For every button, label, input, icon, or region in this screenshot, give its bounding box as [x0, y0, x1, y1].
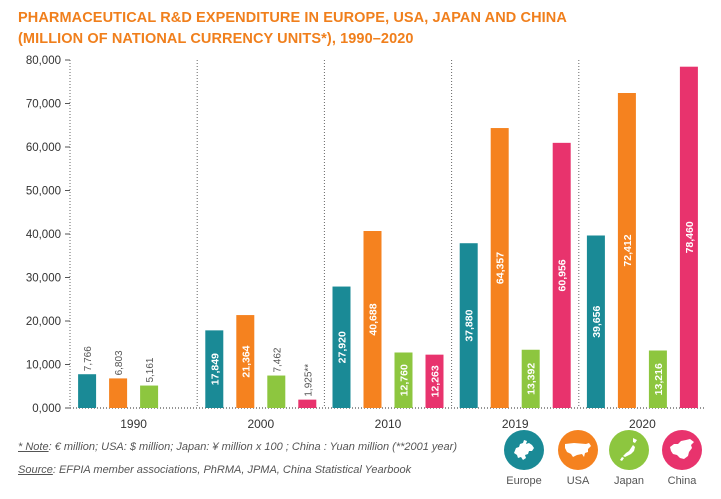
bar-data-label: 5,161: [145, 357, 156, 382]
y-tick-label: 10,000: [26, 360, 61, 372]
x-tick-label: 2020: [629, 417, 656, 430]
legend-label-usa: USA: [566, 475, 590, 487]
bar: [394, 352, 413, 408]
legend-item-usa: USA: [550, 430, 606, 487]
bar: [267, 375, 286, 408]
bar-data-label: 13,392: [526, 363, 538, 395]
source-note: Source: EFPIA member associations, PhRMA…: [18, 464, 411, 476]
source-prefix: Source: [18, 464, 53, 476]
y-tick-label: 70,000: [26, 99, 61, 111]
bar-data-label: 6,803: [114, 350, 125, 375]
legend-item-japan: Japan: [601, 430, 657, 487]
bar-data-label: 60,956: [557, 259, 569, 291]
bar-data-label: 78,460: [684, 221, 696, 253]
china-map-icon: [662, 430, 702, 470]
legend-label-japan: Japan: [614, 475, 644, 487]
y-tick-label: 30,000: [26, 273, 61, 285]
bar-data-label: 64,357: [495, 252, 507, 284]
x-tick-label: 1990: [120, 417, 147, 430]
legend-item-europe: Europe: [496, 430, 552, 487]
bar: [617, 93, 636, 408]
bar: [236, 315, 255, 408]
bar: [78, 374, 97, 408]
bar: [521, 349, 540, 408]
footnote-prefix: * Note: [18, 441, 49, 453]
chart-title-line2: (MILLION OF NATIONAL CURRENCY UNITS*), 1…: [18, 31, 414, 47]
bar-data-label: 21,364: [240, 345, 252, 377]
y-tick-label: 80,000: [26, 55, 61, 67]
bar: [298, 399, 317, 408]
bar: [140, 385, 159, 408]
bar: [648, 350, 667, 408]
footnote-text: : € million; USA: $ million; Japan: ¥ mi…: [48, 441, 457, 453]
bar-data-label: 37,880: [464, 309, 476, 341]
legend-label-china: China: [667, 475, 697, 487]
y-tick-label: 20,000: [26, 316, 61, 328]
bar: [109, 378, 128, 408]
y-tick-label: 40,000: [26, 229, 61, 241]
bar-data-label: 1,925**: [303, 364, 314, 397]
usa-map-icon: [558, 430, 598, 470]
y-tick-label: 60,000: [26, 142, 61, 154]
bar: [552, 142, 571, 408]
japan-map-icon: [609, 430, 649, 470]
y-tick-label: 50,000: [26, 186, 61, 198]
bar-data-label: 40,688: [368, 303, 380, 335]
bar: [586, 235, 605, 408]
bar: [363, 231, 382, 408]
y-tick-label: 0,000: [32, 403, 61, 415]
bar-data-label: 12,263: [430, 365, 442, 397]
x-tick-label: 2000: [247, 417, 274, 430]
bar-data-label: 27,920: [337, 331, 349, 363]
bar-data-label: 39,656: [591, 306, 603, 338]
bar-data-label: 72,412: [622, 234, 634, 266]
x-tick-label: 2019: [502, 417, 529, 430]
bar: [679, 66, 698, 408]
europe-map-icon: [504, 430, 544, 470]
legend-item-china: China: [654, 430, 710, 487]
source-text: : EFPIA member associations, PhRMA, JPMA…: [52, 464, 412, 476]
bar: [332, 286, 351, 408]
bar-data-label: 7,462: [272, 347, 283, 372]
legend-label-europe: Europe: [506, 475, 542, 487]
bar: [205, 330, 224, 408]
bar-data-label: 12,760: [399, 364, 411, 396]
bar-data-label: 7,766: [83, 346, 94, 371]
chart-title-line1: PHARMACEUTICAL R&D EXPENDITURE IN EUROPE…: [18, 10, 567, 26]
bar: [425, 354, 444, 408]
x-tick-label: 2010: [375, 417, 402, 430]
bar-data-label: 17,849: [209, 353, 221, 385]
bar: [459, 243, 478, 408]
bar-data-label: 13,216: [653, 363, 665, 395]
bar: [490, 128, 509, 408]
bar-chart: 0,000 10,000 20,000 30,000 40,000 50,000 60,00…: [26, 55, 706, 430]
footnote: * Note: € million; USA: $ million; Japan…: [18, 441, 457, 453]
